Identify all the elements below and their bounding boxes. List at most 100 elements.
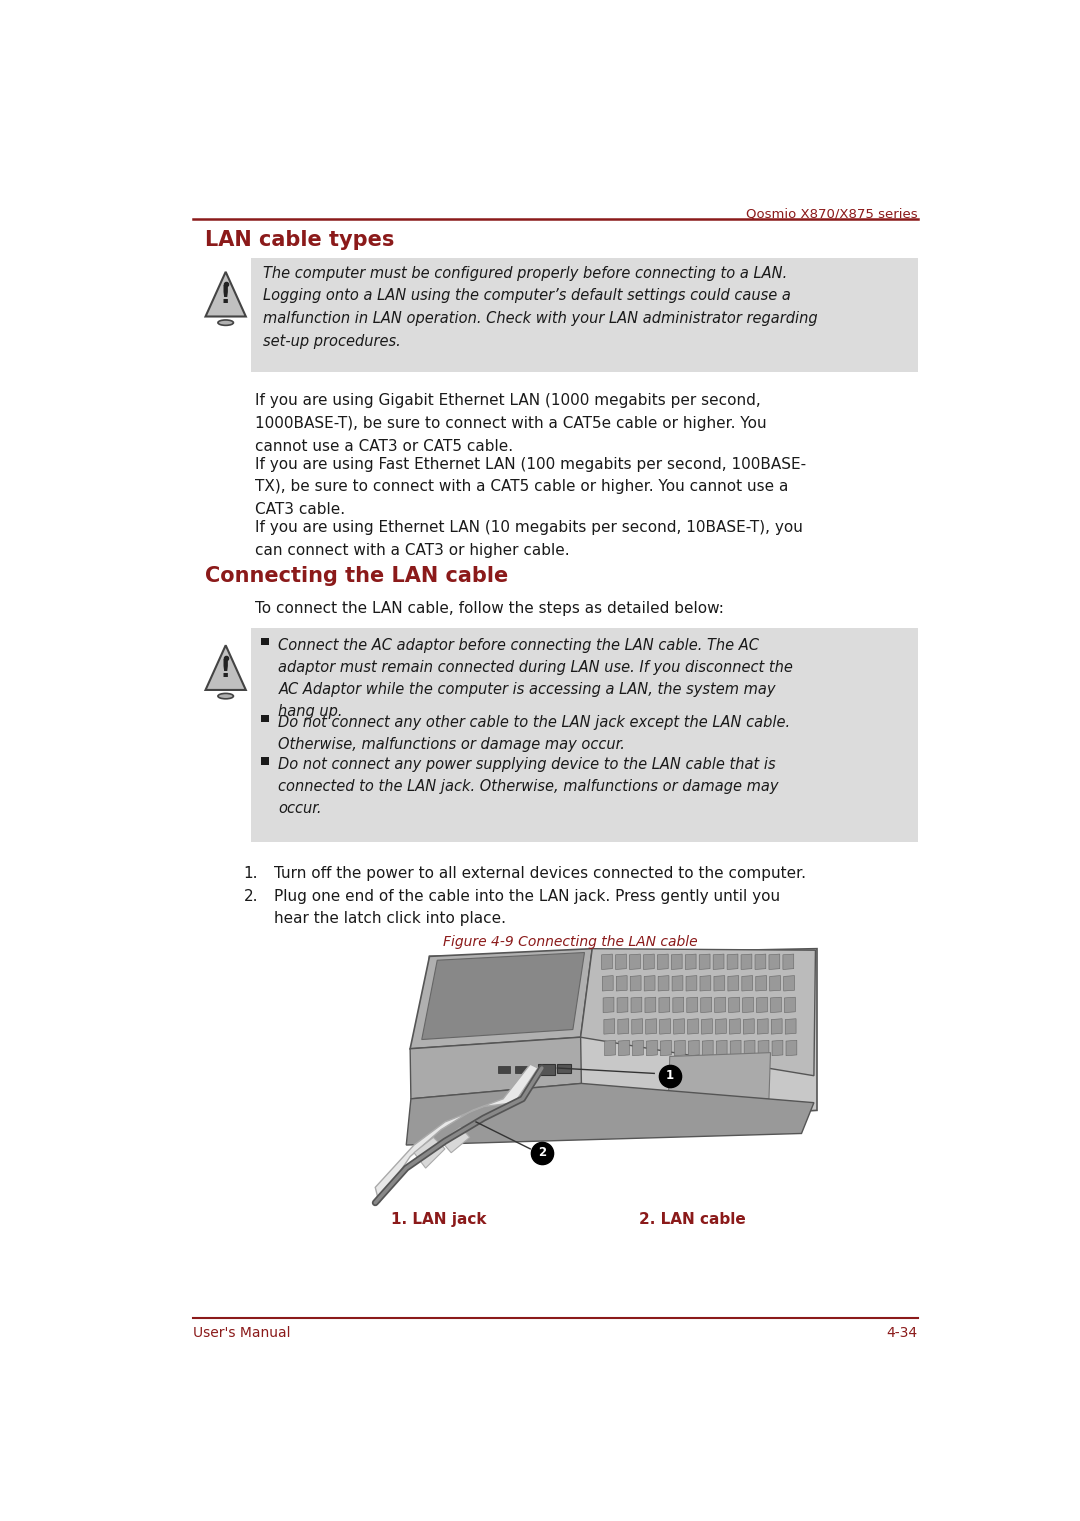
Bar bbox=[498, 1066, 510, 1074]
Text: 1. LAN jack: 1. LAN jack bbox=[391, 1212, 486, 1227]
Polygon shape bbox=[422, 952, 584, 1039]
Text: Qosmio X870/X875 series: Qosmio X870/X875 series bbox=[746, 207, 918, 221]
Polygon shape bbox=[742, 975, 753, 992]
Text: 1.: 1. bbox=[243, 865, 258, 881]
Polygon shape bbox=[205, 272, 246, 316]
Bar bbox=[557, 1065, 571, 1074]
Polygon shape bbox=[729, 998, 740, 1013]
Polygon shape bbox=[688, 1019, 699, 1034]
Polygon shape bbox=[674, 1040, 685, 1056]
Polygon shape bbox=[757, 1019, 768, 1034]
Polygon shape bbox=[688, 1040, 699, 1056]
Text: 4-34: 4-34 bbox=[887, 1326, 918, 1340]
Polygon shape bbox=[581, 949, 815, 1075]
Polygon shape bbox=[644, 954, 654, 969]
Text: If you are using Ethernet LAN (10 megabits per second, 10BASE-T), you
can connec: If you are using Ethernet LAN (10 megabi… bbox=[255, 520, 804, 558]
Polygon shape bbox=[772, 1040, 783, 1056]
Polygon shape bbox=[659, 998, 670, 1013]
Polygon shape bbox=[785, 1019, 796, 1034]
Polygon shape bbox=[715, 1019, 727, 1034]
Polygon shape bbox=[647, 1040, 658, 1056]
Polygon shape bbox=[702, 1019, 713, 1034]
Polygon shape bbox=[660, 1019, 671, 1034]
Polygon shape bbox=[755, 954, 766, 969]
Text: User's Manual: User's Manual bbox=[193, 1326, 291, 1340]
Polygon shape bbox=[685, 954, 697, 969]
Polygon shape bbox=[406, 1083, 814, 1145]
Text: LAN cable types: LAN cable types bbox=[205, 230, 394, 251]
Polygon shape bbox=[631, 975, 642, 992]
Bar bbox=[538, 1065, 555, 1075]
Text: 2.: 2. bbox=[243, 888, 258, 903]
Polygon shape bbox=[669, 1053, 770, 1103]
Polygon shape bbox=[603, 975, 613, 992]
Text: 1: 1 bbox=[665, 1069, 674, 1083]
Polygon shape bbox=[741, 954, 752, 969]
Polygon shape bbox=[646, 1019, 657, 1034]
Polygon shape bbox=[633, 1040, 644, 1056]
Bar bbox=[261, 715, 269, 722]
Polygon shape bbox=[674, 1019, 685, 1034]
Polygon shape bbox=[758, 1040, 769, 1056]
Polygon shape bbox=[686, 975, 697, 992]
Polygon shape bbox=[632, 1019, 643, 1034]
Polygon shape bbox=[786, 1040, 797, 1056]
Polygon shape bbox=[672, 954, 683, 969]
Polygon shape bbox=[714, 975, 725, 992]
Polygon shape bbox=[743, 998, 754, 1013]
Polygon shape bbox=[410, 949, 592, 1049]
Polygon shape bbox=[603, 998, 613, 1013]
Polygon shape bbox=[617, 975, 627, 992]
Polygon shape bbox=[687, 998, 698, 1013]
Polygon shape bbox=[730, 1040, 741, 1056]
Polygon shape bbox=[645, 998, 656, 1013]
Polygon shape bbox=[727, 954, 738, 969]
Bar bbox=[261, 757, 269, 765]
Polygon shape bbox=[771, 1019, 782, 1034]
Polygon shape bbox=[769, 954, 780, 969]
Text: Do not connect any other cable to the LAN jack except the LAN cable.
Otherwise, : Do not connect any other cable to the LA… bbox=[279, 715, 791, 751]
Text: If you are using Gigabit Ethernet LAN (1000 megabits per second,
1000BASE-T), be: If you are using Gigabit Ethernet LAN (1… bbox=[255, 394, 767, 455]
Text: Connect the AC adaptor before connecting the LAN cable. The AC
adaptor must rema: Connect the AC adaptor before connecting… bbox=[279, 637, 793, 719]
Polygon shape bbox=[729, 1019, 740, 1034]
Text: !: ! bbox=[220, 659, 231, 681]
Polygon shape bbox=[699, 954, 710, 969]
Text: Connecting the LAN cable: Connecting the LAN cable bbox=[205, 566, 508, 586]
Polygon shape bbox=[713, 954, 724, 969]
Polygon shape bbox=[700, 975, 711, 992]
Text: To connect the LAN cable, follow the steps as detailed below:: To connect the LAN cable, follow the ste… bbox=[255, 601, 724, 616]
Polygon shape bbox=[784, 998, 795, 1013]
Polygon shape bbox=[375, 1065, 538, 1203]
Polygon shape bbox=[616, 954, 626, 969]
Text: If you are using Fast Ethernet LAN (100 megabits per second, 100BASE-
TX), be su: If you are using Fast Ethernet LAN (100 … bbox=[255, 456, 807, 517]
Polygon shape bbox=[673, 998, 684, 1013]
Bar bbox=[252, 259, 918, 373]
Text: The computer must be configured properly before connecting to a LAN.
Logging ont: The computer must be configured properly… bbox=[262, 266, 818, 350]
Text: Plug one end of the cable into the LAN jack. Press gently until you
hear the lat: Plug one end of the cable into the LAN j… bbox=[274, 888, 781, 926]
Polygon shape bbox=[618, 1019, 629, 1034]
Text: Turn off the power to all external devices connected to the computer.: Turn off the power to all external devic… bbox=[274, 865, 807, 881]
Bar bbox=[261, 637, 269, 645]
Polygon shape bbox=[770, 975, 781, 992]
Polygon shape bbox=[728, 975, 739, 992]
Text: Do not connect any power supplying device to the LAN cable that is
connected to : Do not connect any power supplying devic… bbox=[279, 757, 779, 817]
Ellipse shape bbox=[218, 319, 233, 325]
Polygon shape bbox=[661, 1040, 672, 1056]
Polygon shape bbox=[658, 954, 669, 969]
Polygon shape bbox=[658, 975, 669, 992]
Polygon shape bbox=[757, 998, 768, 1013]
Polygon shape bbox=[630, 954, 640, 969]
Polygon shape bbox=[617, 998, 627, 1013]
Text: Figure 4-9 Connecting the LAN cable: Figure 4-9 Connecting the LAN cable bbox=[443, 935, 698, 949]
Polygon shape bbox=[644, 975, 656, 992]
Polygon shape bbox=[602, 954, 612, 969]
Polygon shape bbox=[672, 975, 683, 992]
Polygon shape bbox=[756, 975, 767, 992]
Bar bbox=[252, 628, 918, 843]
Polygon shape bbox=[619, 1040, 630, 1056]
Polygon shape bbox=[414, 1138, 445, 1168]
Polygon shape bbox=[770, 998, 781, 1013]
Polygon shape bbox=[783, 954, 794, 969]
Polygon shape bbox=[414, 949, 816, 1133]
Polygon shape bbox=[701, 998, 712, 1013]
